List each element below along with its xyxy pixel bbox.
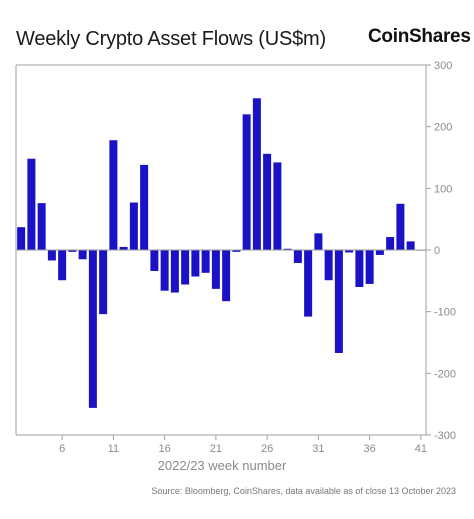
y-tick-label: 300: [434, 60, 452, 72]
bar-week-32: [324, 250, 333, 281]
bar-week-10: [99, 250, 108, 315]
bar-week-29: [293, 250, 302, 263]
bar-week-7: [68, 250, 77, 252]
chart-title: Weekly Crypto Asset Flows (US$m): [16, 28, 326, 50]
x-tick-label: 11: [108, 443, 119, 455]
y-tick-label: -200: [434, 368, 456, 380]
source-note: Source: Bloomberg, CoinShares, data avai…: [151, 486, 456, 496]
bar-week-13: [129, 202, 138, 250]
x-tick-label: 41: [415, 443, 427, 455]
bar-week-14: [140, 164, 149, 250]
bar-week-36: [365, 250, 374, 284]
y-axis: 300 200 100 0 -100 -200 -300: [426, 60, 456, 442]
y-tick-label: -300: [434, 430, 456, 442]
y-tick-label: 200: [434, 122, 452, 134]
y-tick-label: -100: [434, 307, 456, 319]
bar-week-25: [252, 98, 261, 250]
bar-week-18: [181, 250, 190, 285]
bar-week-28: [283, 248, 292, 250]
y-tick-label: 0: [434, 245, 440, 257]
bar-week-15: [150, 250, 159, 271]
bar-week-3: [27, 158, 36, 250]
bar-week-17: [170, 250, 179, 293]
y-tick-label: 100: [434, 183, 452, 195]
bar-week-26: [263, 153, 272, 250]
bar-week-12: [119, 246, 128, 250]
bar-week-20: [201, 250, 210, 273]
bar-week-30: [304, 250, 313, 317]
x-axis-title: 2022/23 week number: [158, 458, 287, 473]
bar-week-35: [355, 250, 364, 287]
x-tick-label: 16: [159, 443, 171, 455]
x-tick-label: 26: [261, 443, 273, 455]
bar-week-2: [17, 227, 26, 250]
bar-week-19: [191, 250, 200, 277]
bar-week-21: [211, 250, 220, 289]
bar-week-40: [406, 241, 415, 250]
bar-week-22: [222, 250, 231, 302]
bar-week-38: [386, 237, 395, 250]
bar-week-6: [58, 250, 67, 281]
bar-week-4: [37, 203, 46, 250]
bar-week-8: [78, 250, 87, 260]
bar-week-9: [88, 250, 97, 408]
bar-week-27: [273, 162, 282, 250]
coinshares-logo: CoinShares: [368, 26, 471, 47]
bar-week-39: [396, 203, 405, 250]
x-tick-label: 36: [364, 443, 376, 455]
x-tick-label: 31: [312, 443, 324, 455]
bars-group: [17, 98, 425, 408]
x-tick-label: 21: [210, 443, 222, 455]
x-tick-label: 6: [59, 443, 65, 455]
bar-week-34: [345, 250, 354, 253]
bar-week-23: [232, 250, 241, 252]
bar-week-16: [160, 250, 169, 291]
bar-week-31: [314, 233, 323, 250]
bar-week-33: [334, 250, 343, 353]
bar-week-5: [47, 250, 56, 261]
x-axis: 6 11 16 21 26 31 36 41: [59, 435, 427, 455]
bar-week-37: [375, 250, 384, 255]
bar-week-11: [109, 140, 118, 250]
bar-week-24: [242, 114, 251, 250]
